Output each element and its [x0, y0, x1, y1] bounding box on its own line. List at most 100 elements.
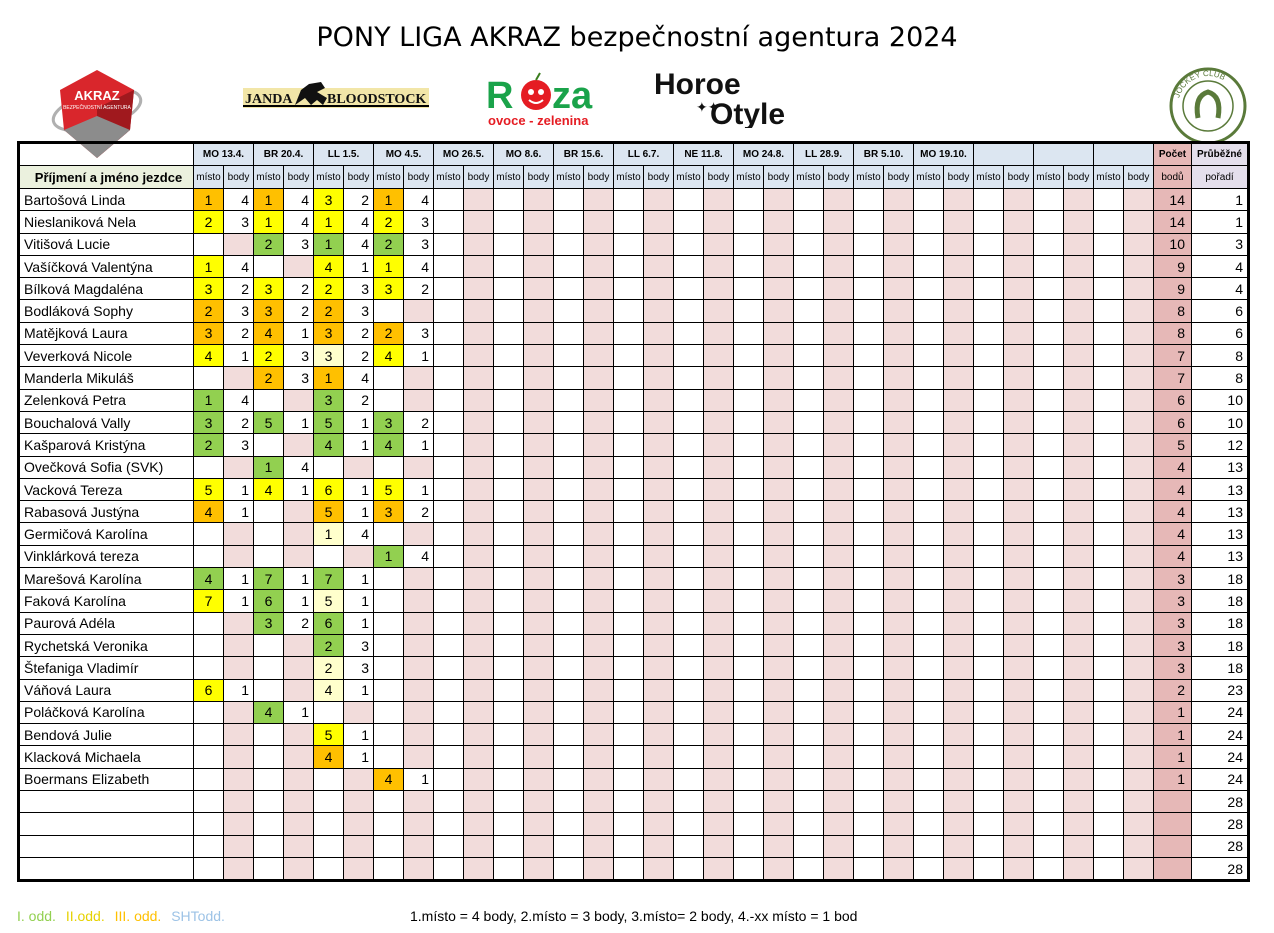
points-cell	[1063, 433, 1094, 457]
table-row: Vitišová Lucie 2 3 1 4 2 3 10 3	[18, 232, 1249, 256]
place-cell	[913, 633, 944, 658]
order-header: Průběžné	[1191, 142, 1249, 166]
place-cell	[1093, 611, 1124, 635]
points-cell	[703, 567, 734, 591]
points-cell: 1	[343, 500, 374, 524]
points-cell	[523, 187, 554, 212]
place-cell	[1033, 856, 1064, 882]
place-cell	[973, 633, 1004, 658]
points-cell	[823, 477, 854, 502]
points-cell	[643, 589, 674, 613]
rider-name	[18, 790, 194, 814]
points-cell	[523, 210, 554, 234]
place-cell	[673, 856, 704, 882]
place-cell	[673, 388, 704, 412]
place-cell	[793, 611, 824, 635]
place-cell	[313, 455, 344, 479]
points-cell	[1123, 567, 1154, 591]
points-cell	[1003, 834, 1034, 858]
jockey-club-logo: JOCKEY CLUB	[1169, 67, 1247, 145]
points-cell	[1123, 277, 1154, 301]
place-cell	[1093, 299, 1124, 323]
place-cell	[673, 410, 704, 435]
place-cell	[913, 254, 944, 279]
place-cell	[613, 633, 644, 658]
points-cell	[763, 790, 794, 814]
points-cell	[883, 656, 914, 680]
place-cell: 5	[313, 589, 344, 613]
points-cell	[463, 723, 494, 747]
points-cell	[883, 767, 914, 792]
place-cell	[613, 745, 644, 769]
place-cell	[373, 299, 404, 323]
place-cell	[973, 410, 1004, 435]
place-cell	[433, 232, 464, 256]
place-cell	[613, 723, 644, 747]
points-cell	[223, 834, 254, 858]
place-cell	[373, 834, 404, 858]
points-cell: 1	[343, 567, 374, 591]
place-cell	[973, 656, 1004, 680]
place-cell	[553, 812, 584, 836]
page-title: PONY LIGA AKRAZ bezpečnostní agentura 20…	[316, 22, 958, 53]
points-cell	[583, 299, 614, 323]
place-cell: 2	[193, 210, 224, 234]
points-cell: 1	[343, 477, 374, 502]
event-header	[973, 142, 1034, 166]
place-cell	[1033, 321, 1064, 346]
place-cell	[673, 767, 704, 792]
place-cell	[853, 366, 884, 390]
points-cell	[583, 500, 614, 524]
points-cell	[883, 790, 914, 814]
misto-header: místo	[493, 165, 524, 189]
place-cell: 3	[253, 299, 284, 323]
total-points: 9	[1153, 254, 1192, 279]
points-cell	[943, 856, 974, 882]
place-cell	[433, 477, 464, 502]
points-cell	[403, 812, 434, 836]
place-cell	[1093, 366, 1124, 390]
table-row: 28	[18, 856, 1249, 882]
points-cell	[943, 254, 974, 279]
points-cell	[943, 767, 974, 792]
place-cell	[553, 210, 584, 234]
place-cell	[553, 522, 584, 546]
points-cell	[223, 856, 254, 882]
points-cell	[403, 611, 434, 635]
points-cell	[643, 723, 674, 747]
place-cell	[433, 834, 464, 858]
points-cell	[943, 187, 974, 212]
points-cell	[283, 767, 314, 792]
place-cell	[673, 522, 704, 546]
place-cell	[493, 567, 524, 591]
rider-name: Bartošová Linda	[18, 187, 194, 212]
place-cell	[793, 745, 824, 769]
place-cell	[853, 745, 884, 769]
points-cell	[883, 723, 914, 747]
points-cell	[763, 388, 794, 412]
place-cell: 2	[313, 633, 344, 658]
place-cell	[913, 767, 944, 792]
place-cell	[793, 299, 824, 323]
place-cell: 2	[373, 210, 404, 234]
points-cell: 2	[403, 410, 434, 435]
points-cell	[763, 633, 794, 658]
points-cell	[643, 455, 674, 479]
points-cell	[943, 299, 974, 323]
points-cell: 2	[403, 277, 434, 301]
place-cell	[193, 700, 224, 725]
points-cell	[883, 544, 914, 569]
place-cell	[673, 834, 704, 858]
points-cell	[403, 366, 434, 390]
place-cell	[493, 388, 524, 412]
table-row: Bendová Julie 5 1 1 24	[18, 723, 1249, 747]
points-cell	[643, 299, 674, 323]
place-cell	[733, 834, 764, 858]
points-cell	[943, 723, 974, 747]
points-cell	[223, 656, 254, 680]
points-cell	[403, 790, 434, 814]
misto-header: místo	[853, 165, 884, 189]
place-cell	[433, 210, 464, 234]
place-cell: 7	[193, 589, 224, 613]
points-cell	[223, 745, 254, 769]
